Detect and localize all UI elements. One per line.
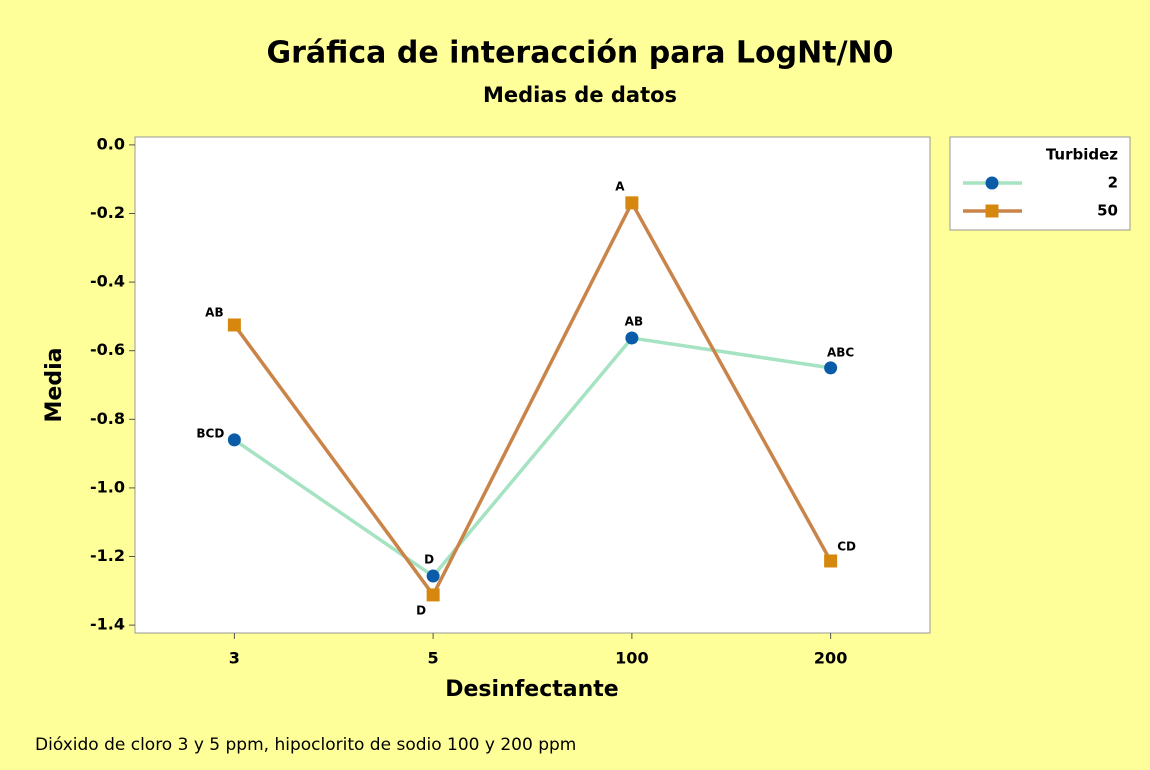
plot-area bbox=[134, 136, 931, 634]
legend-title: Turbidez bbox=[1046, 146, 1118, 164]
y-tick-label: 0.0 bbox=[97, 134, 125, 153]
data-point bbox=[625, 196, 639, 210]
y-tick-label: -1.2 bbox=[90, 546, 125, 565]
y-tick-label: -0.4 bbox=[90, 272, 125, 291]
legend-marker bbox=[985, 176, 999, 190]
point-label: BCD bbox=[196, 426, 224, 440]
point-label: CD bbox=[837, 539, 856, 553]
footnote: Dióxido de cloro 3 y 5 ppm, hipoclorito … bbox=[35, 735, 576, 755]
data-point bbox=[227, 318, 241, 332]
y-tick-label: -1.4 bbox=[90, 615, 125, 634]
y-tick-label: -0.2 bbox=[90, 203, 125, 222]
point-label: D bbox=[416, 603, 426, 617]
chart-subtitle: Medias de datos bbox=[483, 83, 677, 107]
data-point bbox=[824, 554, 838, 568]
y-axis-label: Media bbox=[42, 348, 67, 423]
y-tick-label: -0.8 bbox=[90, 409, 125, 428]
legend-label: 50 bbox=[1097, 202, 1118, 220]
y-tick-label: -0.6 bbox=[90, 340, 125, 359]
chart-title: Gráfica de interacción para LogNt/N0 bbox=[266, 36, 893, 71]
x-axis-label: Desinfectante bbox=[445, 677, 618, 702]
series-line bbox=[233, 336, 831, 579]
series-line bbox=[232, 199, 833, 599]
x-tick-label: 200 bbox=[814, 649, 847, 668]
x-tick-label: 3 bbox=[229, 649, 240, 668]
x-tick-label: 100 bbox=[615, 649, 648, 668]
data-point bbox=[824, 361, 838, 375]
point-label: AB bbox=[625, 315, 643, 329]
point-label: A bbox=[615, 179, 625, 193]
point-label: AB bbox=[205, 305, 223, 319]
legend-marker bbox=[985, 204, 999, 218]
data-point bbox=[426, 569, 440, 583]
data-point bbox=[625, 331, 639, 345]
data-point bbox=[426, 588, 440, 602]
legend-label: 2 bbox=[1108, 174, 1118, 192]
data-point bbox=[227, 433, 241, 447]
y-tick-label: -1.0 bbox=[90, 477, 125, 496]
point-label: D bbox=[424, 553, 434, 567]
point-label: ABC bbox=[827, 345, 854, 359]
x-tick-label: 5 bbox=[428, 649, 439, 668]
